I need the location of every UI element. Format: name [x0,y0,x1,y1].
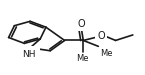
Text: NH: NH [22,50,35,59]
Text: Me: Me [76,54,89,63]
Text: O: O [77,19,85,29]
Text: O: O [97,31,105,41]
Text: Me: Me [100,49,112,58]
